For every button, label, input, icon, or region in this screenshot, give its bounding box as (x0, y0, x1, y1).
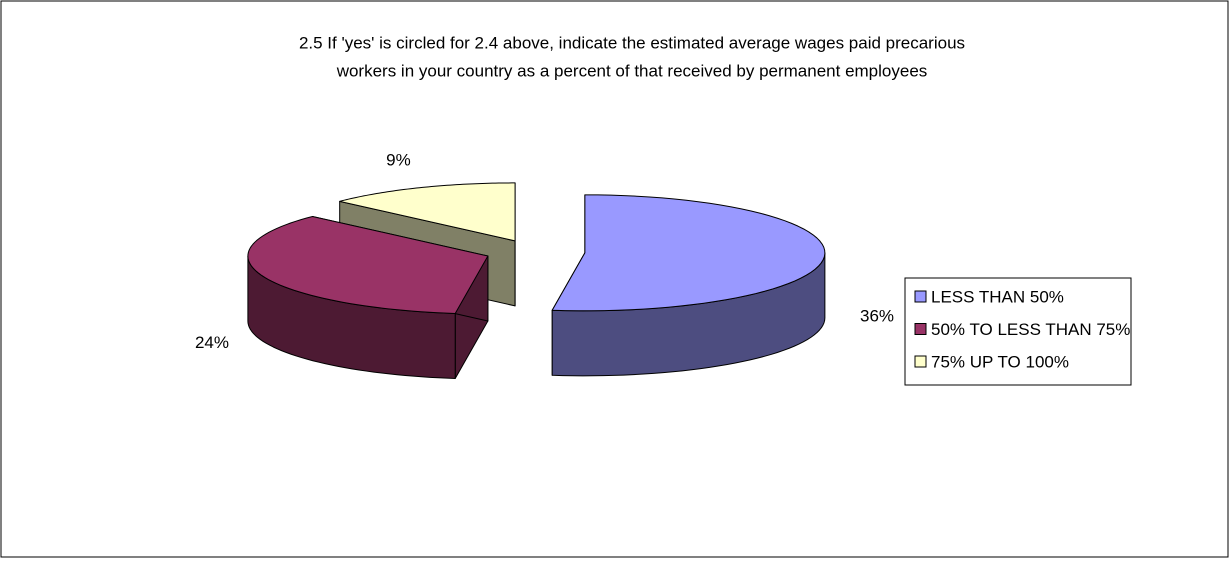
chart-title: workers in your country as a percent of … (336, 61, 928, 80)
legend-swatch (914, 355, 927, 368)
data-label: 24% (195, 333, 229, 352)
legend-swatch (914, 290, 927, 303)
slice (339, 182, 516, 242)
chart-title: 2.5 If 'yes' is circled for 2.4 above, i… (299, 33, 965, 52)
slice (551, 194, 826, 312)
data-label: 9% (386, 151, 411, 170)
legend-label: LESS THAN 50% (931, 287, 1064, 306)
legend-label: 75% UP TO 100% (931, 352, 1069, 371)
slice (247, 215, 489, 315)
legend-swatch (914, 323, 927, 335)
data-label: 36% (860, 307, 894, 326)
legend (904, 277, 1132, 386)
legend-label: 50% TO LESS THAN 75% (931, 320, 1130, 339)
